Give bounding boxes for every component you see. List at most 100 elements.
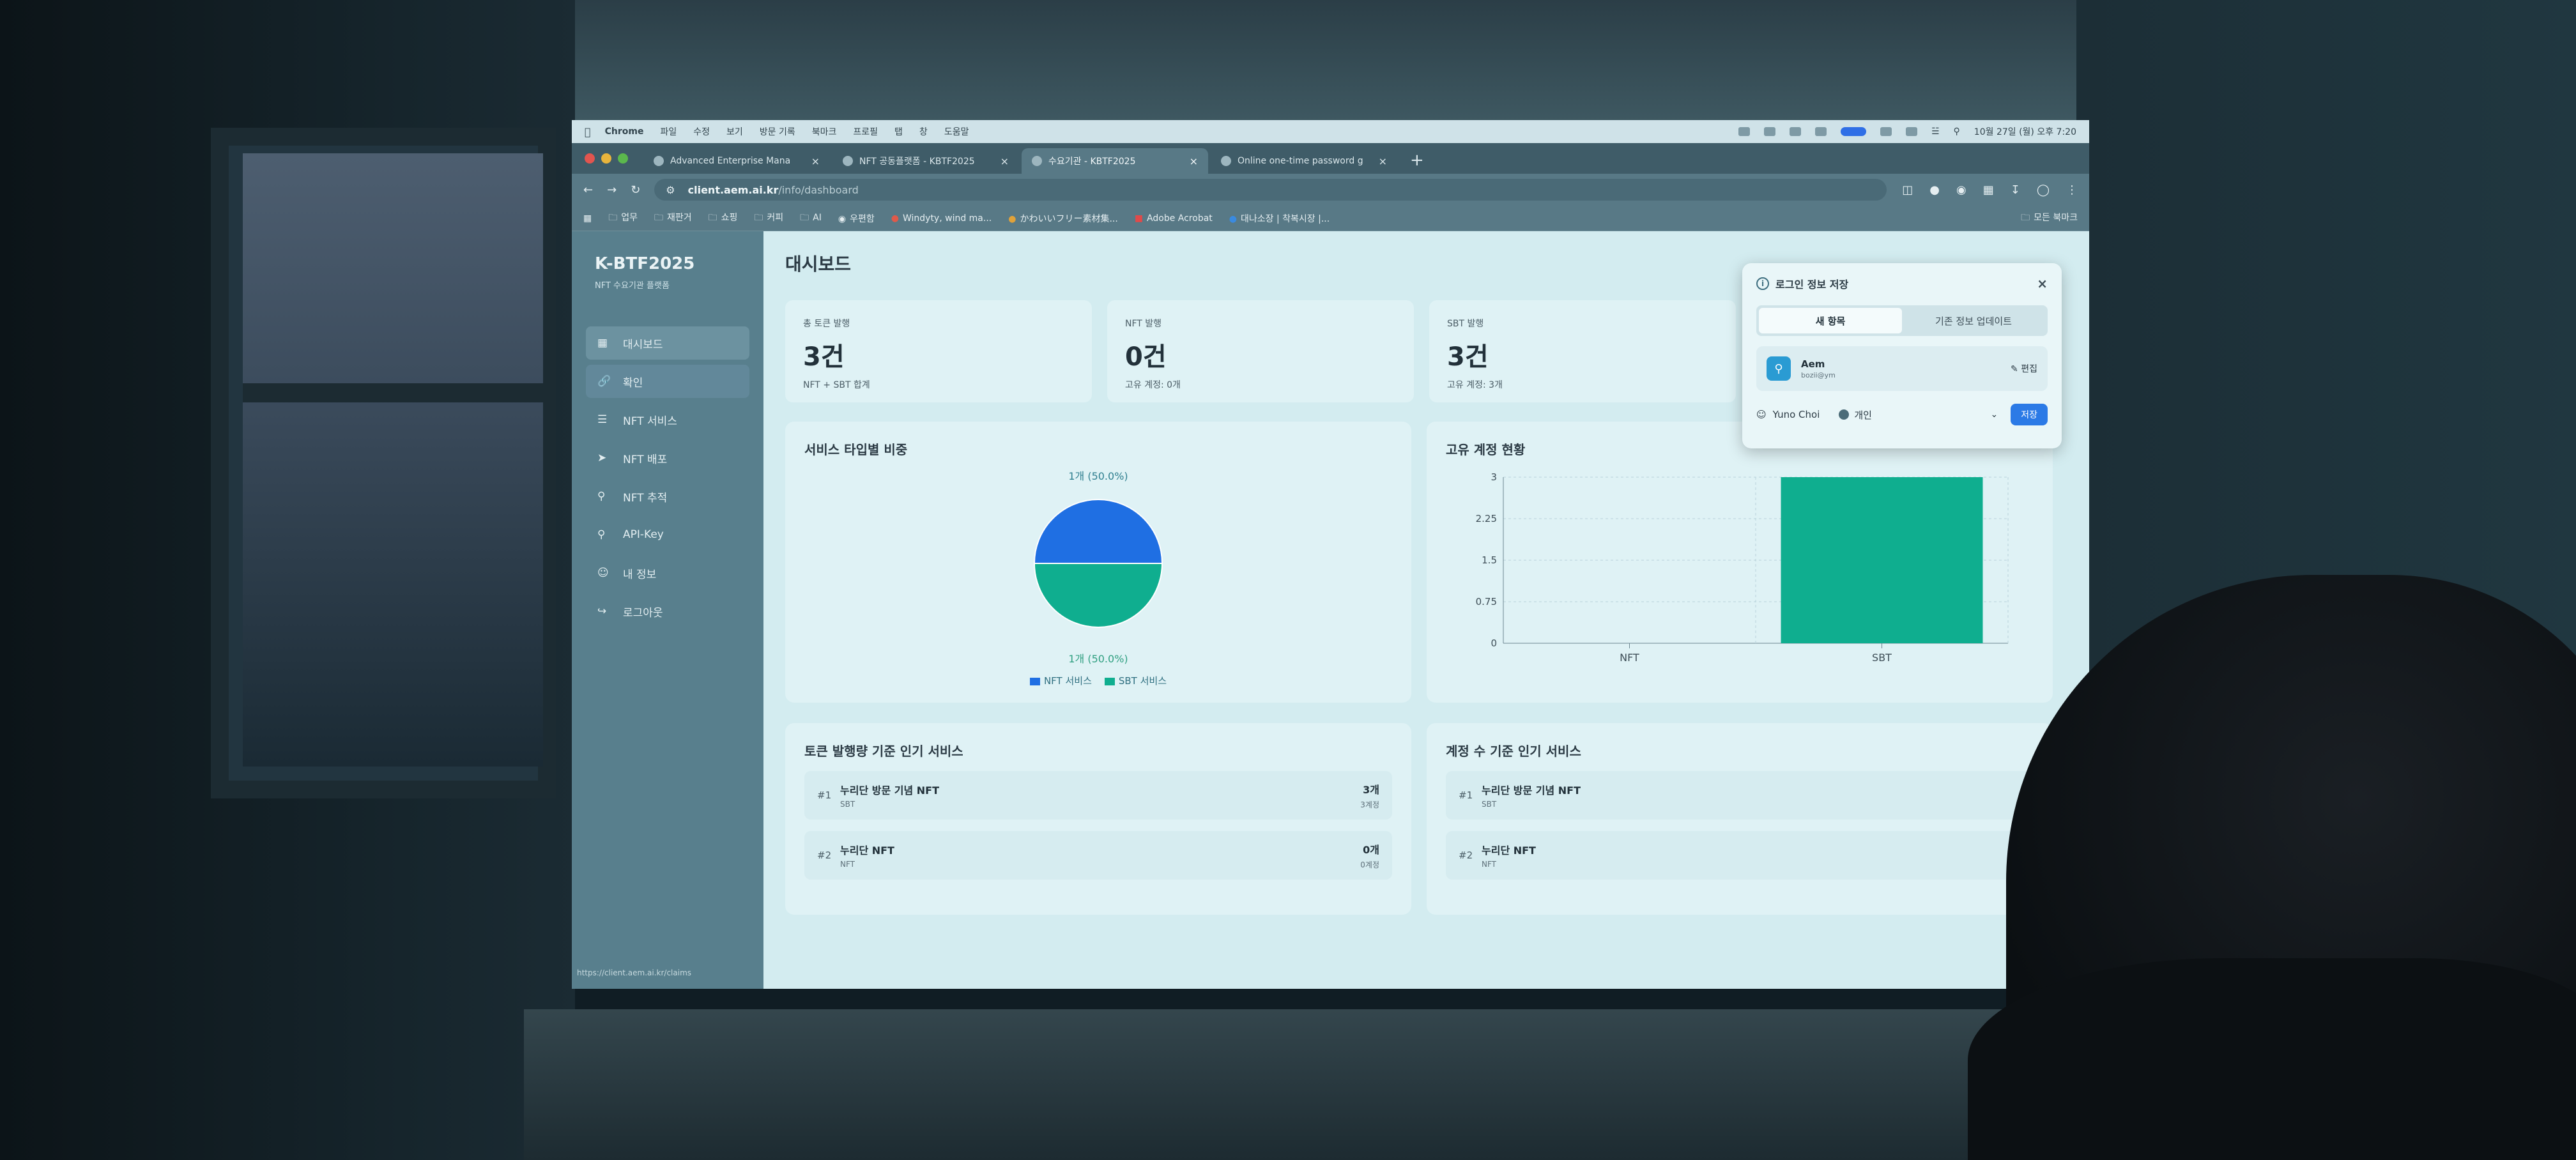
reload-icon[interactable]: ↻ (631, 183, 641, 197)
save-button[interactable]: 저장 (2011, 404, 2048, 425)
edit-button[interactable]: ✎ 편집 (2011, 362, 2037, 375)
site-info-icon[interactable]: ⚙ (666, 183, 675, 196)
tab-title: Online one-time password g (1238, 156, 1363, 166)
status-icon[interactable] (1738, 127, 1750, 136)
update-existing-tab[interactable]: 기존 정보 업데이트 (1935, 315, 2012, 327)
sidebar-item-api-key[interactable]: ⚲ API-Key (586, 518, 749, 551)
menubar-item-view[interactable]: 보기 (720, 127, 743, 137)
bookmark-item[interactable]: ● かわいいフリー素材集... (1008, 212, 1118, 225)
person-shoulder (1968, 958, 2576, 1160)
password-manager-icon[interactable]: ◉ (1956, 183, 1966, 197)
menubar-item-help[interactable]: 도움말 (938, 127, 969, 137)
apple-icon[interactable]:  (585, 126, 591, 138)
wifi-icon[interactable]: ☱ (1931, 126, 1940, 137)
bookmark-item[interactable]: 🗀 AI (800, 211, 822, 226)
extensions-puzzle-icon[interactable]: ▦ (1982, 183, 1994, 197)
rank-number: #2 (1459, 850, 1473, 861)
key-icon: ⚲ (597, 528, 606, 541)
bookmark-item[interactable]: 🗀 쇼핑 (709, 211, 738, 226)
vault-name[interactable]: 개인 (1854, 409, 1872, 421)
apps-grid-icon[interactable]: ▦ (583, 213, 592, 224)
close-icon[interactable]: × (1378, 155, 1387, 167)
all-bookmarks[interactable]: 🗀 모든 북마크 (2021, 211, 2078, 226)
close-icon[interactable]: × (811, 155, 820, 167)
list-item[interactable]: #2 누리단 NFT NFT 0개 0계정 (804, 831, 1392, 880)
menubar-item-tab[interactable]: 탭 (888, 127, 903, 137)
room-wall-top (575, 0, 2083, 121)
extension-icon[interactable]: ● (1929, 183, 1940, 197)
minimize-window-icon[interactable] (601, 153, 611, 164)
menubar-item-window[interactable]: 창 (913, 127, 928, 137)
cast-icon[interactable]: ◫ (1902, 183, 1913, 197)
profile-avatar-icon[interactable]: ◯ (2036, 183, 2050, 197)
close-icon[interactable]: × (1189, 155, 1198, 167)
dashboard-icon: ▦ (597, 337, 608, 349)
pie-slice-SBT 서비스 (1033, 563, 1163, 628)
close-window-icon[interactable] (585, 153, 595, 164)
legend-item[interactable]: SBT 서비스 (1104, 674, 1167, 687)
browser-tab[interactable]: Online one-time password g × (1211, 148, 1397, 174)
account-count: 3계정 (1360, 800, 1379, 809)
menubar-item-bookmarks[interactable]: 북마크 (806, 127, 837, 137)
sidebar-item-nft-deploy[interactable]: ➤ NFT 배포 (586, 441, 749, 475)
sidebar-item-dashboard[interactable]: ▦ 대시보드 (586, 326, 749, 360)
chevron-down-icon[interactable]: ⌄ (1990, 409, 1998, 420)
status-icon[interactable] (1789, 127, 1801, 136)
sidebar-item-nft-track[interactable]: ⚲ NFT 추적 (586, 480, 749, 513)
status-icon[interactable] (1763, 127, 1775, 136)
bookmark-item[interactable]: ● 대나소장 | 착복시장 |... (1229, 212, 1330, 225)
screen-share-icon[interactable] (1840, 127, 1866, 136)
bookmark-item[interactable]: 🗀 커피 (754, 211, 783, 226)
account-key-icon: ⚲ (1767, 356, 1791, 381)
menubar-clock[interactable]: 10월 27일 (월) 오후 7:20 (1974, 127, 2076, 137)
stat-value: 3건 (803, 342, 845, 372)
browser-tab-active[interactable]: 수요기관 - KBTF2025 × (1022, 148, 1208, 174)
legend-item[interactable]: NFT 서비스 (1029, 674, 1092, 687)
legend-swatch (1029, 677, 1040, 685)
sidebar-item-logout[interactable]: ↪ 로그아웃 (586, 595, 749, 628)
battery-icon[interactable] (1905, 127, 1917, 136)
maximize-window-icon[interactable] (618, 153, 628, 164)
menubar-app-name[interactable]: Chrome (599, 126, 644, 137)
browser-tab[interactable]: Advanced Enterprise Mana × (643, 148, 830, 174)
pie-label-bottom: 1개 (50.0%) (1068, 653, 1128, 665)
new-tab-icon[interactable]: + (1410, 151, 1424, 170)
account-row[interactable]: ⚲ Aem bozii@ym ✎ 편집 (1756, 346, 2048, 391)
bookmark-item[interactable]: ■ Adobe Acrobat (1135, 213, 1213, 224)
url-path: /info/dashboard (778, 183, 859, 196)
room-window-glass (243, 153, 543, 767)
menubar-item-history[interactable]: 방문 기록 (753, 127, 795, 137)
sidebar-item-verify[interactable]: 🔗 확인 (586, 365, 749, 398)
bluetooth-icon[interactable] (1880, 127, 1892, 136)
menubar-item-profile[interactable]: 프로필 (847, 127, 878, 137)
new-item-tab[interactable]: 새 항목 (1759, 308, 1902, 333)
stat-label: NFT 발행 (1125, 319, 1162, 329)
address-bar[interactable]: ⚙ client.aem.ai.kr /info/dashboard (654, 179, 1887, 201)
forward-arrow-icon[interactable]: → (607, 183, 617, 197)
status-icon[interactable] (1814, 127, 1827, 136)
menubar-item-edit[interactable]: 수정 (687, 127, 710, 137)
bookmark-label: Adobe Acrobat (1147, 213, 1213, 224)
search-icon[interactable]: ⚲ (1953, 126, 1960, 137)
list-item[interactable]: #1 누리단 방문 기념 NFT SBT 3개 3계정 (804, 771, 1392, 820)
sidebar-item-my-info[interactable]: ☺ 내 정보 (586, 556, 749, 590)
y-tick-label: 0 (1491, 637, 1497, 649)
sidebar-item-nft-service[interactable]: ☰ NFT 서비스 (586, 403, 749, 436)
x-tick-label: NFT (1620, 652, 1639, 664)
menu-more-icon[interactable]: ⋮ (2066, 183, 2078, 197)
close-icon[interactable]: × (1000, 155, 1009, 167)
account-count: 0계정 (1360, 860, 1379, 869)
bookmark-item[interactable]: ◉ 우편함 (838, 212, 875, 225)
bookmark-item[interactable]: 🗀 업무 (608, 211, 638, 226)
brand-title[interactable]: K-BTF2025 (595, 254, 695, 273)
browser-tab[interactable]: NFT 공동플랫폼 - KBTF2025 × (832, 148, 1019, 174)
menubar-item-file[interactable]: 파일 (654, 127, 677, 137)
list-item[interactable]: #2 누리단 NFT NFT (1446, 831, 2034, 880)
panel-title: 서비스 타입별 비중 (804, 442, 908, 457)
list-item[interactable]: #1 누리단 방문 기념 NFT SBT (1446, 771, 2034, 820)
close-icon[interactable]: × (2037, 276, 2048, 291)
bookmark-item[interactable]: ● Windyty, wind ma... (891, 213, 992, 224)
back-arrow-icon[interactable]: ← (583, 183, 594, 197)
bookmark-item[interactable]: 🗀 재판거 (654, 211, 692, 226)
download-icon[interactable]: ↧ (2010, 183, 2020, 197)
